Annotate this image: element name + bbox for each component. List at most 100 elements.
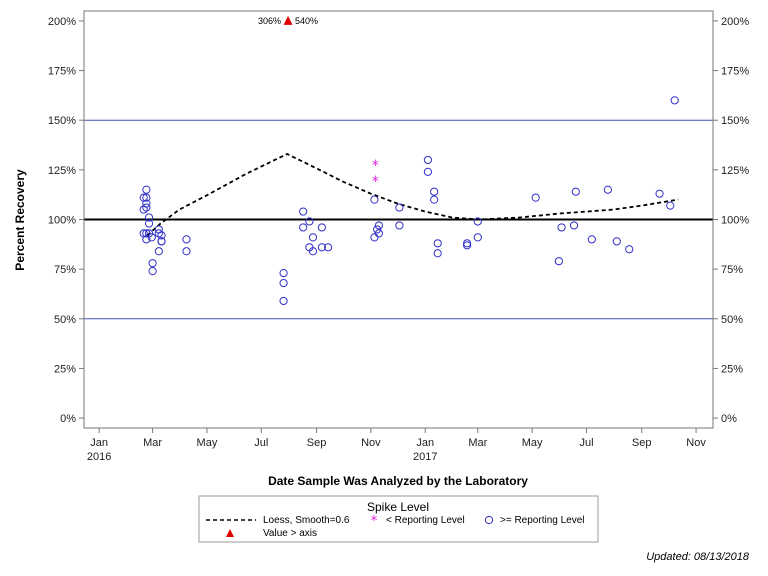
x-tick-label: Jul bbox=[254, 437, 268, 449]
legend-circle-swatch bbox=[484, 515, 494, 525]
y-tick-label-right: 75% bbox=[721, 264, 743, 276]
data-point-circle bbox=[144, 219, 154, 228]
data-point-circle bbox=[148, 259, 157, 268]
legend-triangle-swatch bbox=[226, 529, 234, 537]
data-point-circle bbox=[279, 296, 288, 306]
data-point-circle bbox=[305, 217, 314, 226]
data-point-circle bbox=[279, 278, 288, 288]
data-point-circle bbox=[324, 243, 333, 252]
y-tick-label: 25% bbox=[54, 363, 76, 375]
y-axis-right: 0% 25% 50% 75% 100% 125% 150% 175% 200% bbox=[713, 16, 749, 425]
x-axis-title: Date Sample Was Analyzed by the Laborato… bbox=[268, 474, 528, 488]
y-tick-label-right: 200% bbox=[721, 16, 749, 28]
y-tick-label: 100% bbox=[48, 215, 76, 227]
y-tick-label: 50% bbox=[54, 314, 76, 326]
data-point-circle bbox=[670, 96, 679, 105]
y-axis-left: 0% 25% 50% 75% 100% 125% 150% 175% 200% bbox=[48, 16, 84, 425]
data-point-circle bbox=[612, 237, 621, 246]
data-point-circle bbox=[430, 187, 439, 196]
data-point-circle bbox=[317, 223, 326, 232]
y-tick-label: 75% bbox=[54, 264, 76, 276]
data-point-circle bbox=[473, 217, 482, 226]
x-tick-label: Jan bbox=[416, 437, 434, 449]
data-point-circle bbox=[433, 239, 442, 248]
data-point-circle bbox=[625, 245, 634, 254]
x-tick-label: Nov bbox=[686, 437, 706, 449]
off-axis-value-label: 306% bbox=[258, 16, 281, 26]
y-tick-label: 0% bbox=[60, 413, 76, 425]
y-axis-title: Percent Recovery bbox=[13, 169, 27, 271]
data-point-circle bbox=[182, 247, 191, 256]
data-point-circle bbox=[142, 203, 151, 212]
data-point-circle bbox=[144, 213, 154, 222]
y-tick-label: 150% bbox=[48, 115, 76, 127]
x-tick-label: Nov bbox=[361, 437, 381, 449]
data-point-circle bbox=[423, 167, 433, 176]
y-tick-label: 200% bbox=[48, 16, 76, 28]
data-point-circle bbox=[433, 249, 442, 258]
x-tick-label: Jul bbox=[579, 437, 593, 449]
x-tick-label: Mar bbox=[468, 437, 487, 449]
data-point-circle bbox=[587, 235, 596, 244]
data-point-circle bbox=[666, 201, 675, 210]
y-tick-label-right: 175% bbox=[721, 66, 749, 78]
legend: Spike Level Loess, Smooth=0.6 * < Report… bbox=[198, 495, 599, 543]
x-tick-label: May bbox=[197, 437, 218, 449]
data-point-star: * bbox=[372, 174, 379, 190]
legend-star-swatch: * bbox=[371, 514, 378, 529]
data-point-circle bbox=[279, 269, 288, 278]
x-tick-label: Mar bbox=[143, 437, 162, 449]
data-point-circle bbox=[154, 247, 163, 256]
data-point-circle bbox=[395, 203, 404, 212]
data-point-circle bbox=[157, 231, 166, 240]
data-point-circle bbox=[142, 229, 151, 238]
data-point-circle bbox=[463, 241, 472, 250]
data-point-circle bbox=[655, 189, 664, 198]
legend-less-label: < Reporting Level bbox=[386, 515, 465, 526]
data-point-circle bbox=[554, 257, 563, 266]
y-tick-label-right: 0% bbox=[721, 413, 737, 425]
data-point-circle bbox=[299, 223, 308, 232]
legend-geq-label: >= Reporting Level bbox=[500, 515, 585, 526]
data-point-circle bbox=[423, 155, 433, 165]
data-point-circle bbox=[374, 221, 383, 230]
data-point-circle bbox=[603, 185, 612, 194]
y-tick-label-right: 25% bbox=[721, 363, 743, 375]
reference-lines bbox=[84, 119, 713, 320]
series-layer: ** 306% 540% bbox=[139, 15, 679, 306]
data-point-circle bbox=[182, 235, 191, 244]
data-point-circle bbox=[154, 229, 163, 238]
data-point-circle bbox=[142, 193, 151, 202]
x-tick-label: Sep bbox=[632, 437, 652, 449]
data-point-circle bbox=[299, 207, 308, 216]
legend-title: Spike Level bbox=[367, 500, 429, 514]
x-tick-year-label: 2016 bbox=[87, 451, 111, 463]
data-point-circle bbox=[473, 233, 482, 242]
x-tick-label: Sep bbox=[307, 437, 327, 449]
data-point-triangle bbox=[283, 15, 293, 25]
data-point-circle bbox=[571, 187, 580, 196]
data-point-star: * bbox=[372, 158, 379, 174]
data-point-circle bbox=[142, 199, 151, 208]
y-tick-label-right: 125% bbox=[721, 165, 749, 177]
data-point-circle bbox=[370, 233, 379, 242]
data-point-circle bbox=[148, 267, 157, 276]
x-tick-label: Jan bbox=[90, 437, 108, 449]
data-point-circle bbox=[557, 223, 566, 232]
data-point-circle bbox=[147, 233, 156, 242]
y-tick-label: 175% bbox=[48, 66, 76, 78]
data-point-circle bbox=[142, 185, 151, 194]
updated-footnote: Updated: 08/13/2018 bbox=[646, 551, 750, 563]
data-point-circle bbox=[531, 193, 540, 202]
legend-triangle-label: Value > axis bbox=[263, 528, 317, 539]
data-point-circle bbox=[430, 195, 439, 204]
legend-loess-label: Loess, Smooth=0.6 bbox=[263, 515, 350, 526]
data-point-circle bbox=[157, 237, 166, 246]
x-tick-year-label: 2017 bbox=[413, 451, 437, 463]
data-point-circle bbox=[569, 221, 579, 230]
off-axis-value-label: 540% bbox=[295, 16, 318, 26]
legend-frame bbox=[198, 495, 599, 543]
data-point-circle bbox=[395, 221, 404, 230]
data-point-circle bbox=[308, 247, 318, 256]
